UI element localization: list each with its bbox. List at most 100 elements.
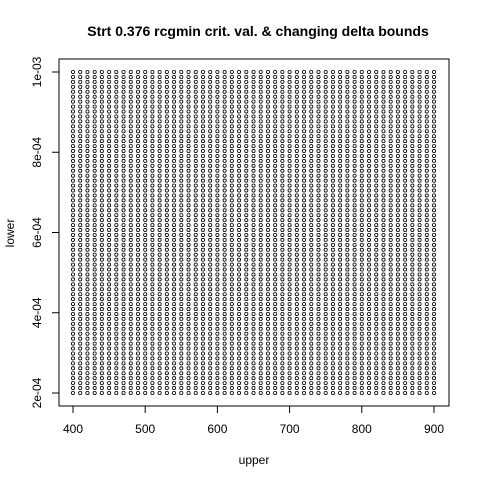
data-point — [157, 109, 162, 114]
data-point — [280, 232, 285, 237]
data-point — [352, 163, 357, 168]
data-point — [316, 376, 321, 381]
data-point — [237, 361, 242, 366]
data-point — [157, 114, 162, 119]
data-point — [316, 272, 321, 277]
data-point — [186, 346, 191, 351]
data-point — [164, 272, 169, 277]
data-point — [92, 361, 97, 366]
data-point — [107, 208, 112, 213]
data-point — [258, 272, 263, 277]
data-point — [309, 356, 314, 361]
data-point — [128, 232, 133, 237]
data-point — [388, 336, 393, 341]
data-point — [143, 114, 148, 119]
data-point — [200, 168, 205, 173]
data-point — [431, 282, 436, 287]
data-point — [258, 114, 263, 119]
data-point — [179, 124, 184, 129]
data-point — [431, 218, 436, 223]
data-point — [410, 257, 415, 262]
data-point — [316, 321, 321, 326]
data-point — [179, 213, 184, 218]
data-point — [316, 351, 321, 356]
data-point — [367, 242, 372, 247]
data-point — [251, 341, 256, 346]
data-point — [193, 326, 198, 331]
data-point — [345, 326, 350, 331]
data-point — [150, 316, 155, 321]
data-point — [410, 376, 415, 381]
data-point — [273, 307, 278, 312]
data-point — [280, 188, 285, 193]
data-point — [208, 311, 213, 316]
data-point — [237, 149, 242, 154]
data-point — [78, 326, 83, 331]
data-point — [107, 232, 112, 237]
data-point — [323, 89, 328, 94]
data-point — [388, 213, 393, 218]
data-point — [135, 371, 140, 376]
data-point — [359, 302, 364, 307]
data-point — [388, 193, 393, 198]
data-point — [345, 139, 350, 144]
data-point — [381, 307, 386, 312]
data-point — [229, 247, 234, 252]
data-point — [237, 144, 242, 149]
data-point — [107, 149, 112, 154]
data-point — [258, 74, 263, 79]
data-point — [71, 390, 76, 395]
data-point — [121, 257, 126, 262]
data-point — [215, 213, 220, 218]
data-point — [237, 307, 242, 312]
data-point — [410, 307, 415, 312]
data-point — [135, 104, 140, 109]
data-point — [135, 242, 140, 247]
data-point — [388, 74, 393, 79]
data-point — [78, 129, 83, 134]
data-point — [287, 307, 292, 312]
data-point — [395, 183, 400, 188]
data-point — [222, 262, 227, 267]
data-point — [244, 178, 249, 183]
data-point — [193, 109, 198, 114]
data-point — [121, 292, 126, 297]
data-point — [352, 168, 357, 173]
data-point — [200, 341, 205, 346]
data-point — [302, 356, 307, 361]
data-point — [172, 307, 177, 312]
data-point — [403, 316, 408, 321]
data-point — [287, 336, 292, 341]
data-point — [208, 386, 213, 391]
data-point — [208, 252, 213, 257]
data-point — [258, 158, 263, 163]
data-point — [157, 277, 162, 282]
data-point — [359, 149, 364, 154]
data-point — [345, 70, 350, 75]
data-point — [143, 272, 148, 277]
data-point — [121, 218, 126, 223]
data-point — [251, 208, 256, 213]
data-point — [208, 153, 213, 158]
data-point — [345, 237, 350, 242]
data-point — [338, 129, 343, 134]
data-point — [99, 302, 104, 307]
data-point — [338, 341, 343, 346]
data-point — [367, 292, 372, 297]
data-point — [179, 242, 184, 247]
data-point — [395, 287, 400, 292]
data-point — [157, 232, 162, 237]
data-point — [330, 277, 335, 282]
data-point — [258, 287, 263, 292]
data-point — [237, 79, 242, 84]
data-point — [258, 346, 263, 351]
data-point — [381, 79, 386, 84]
data-point — [323, 94, 328, 99]
data-point — [237, 237, 242, 242]
data-point — [157, 173, 162, 178]
data-point — [302, 386, 307, 391]
data-point — [128, 247, 133, 252]
data-point — [381, 247, 386, 252]
data-point — [287, 218, 292, 223]
data-point — [164, 341, 169, 346]
